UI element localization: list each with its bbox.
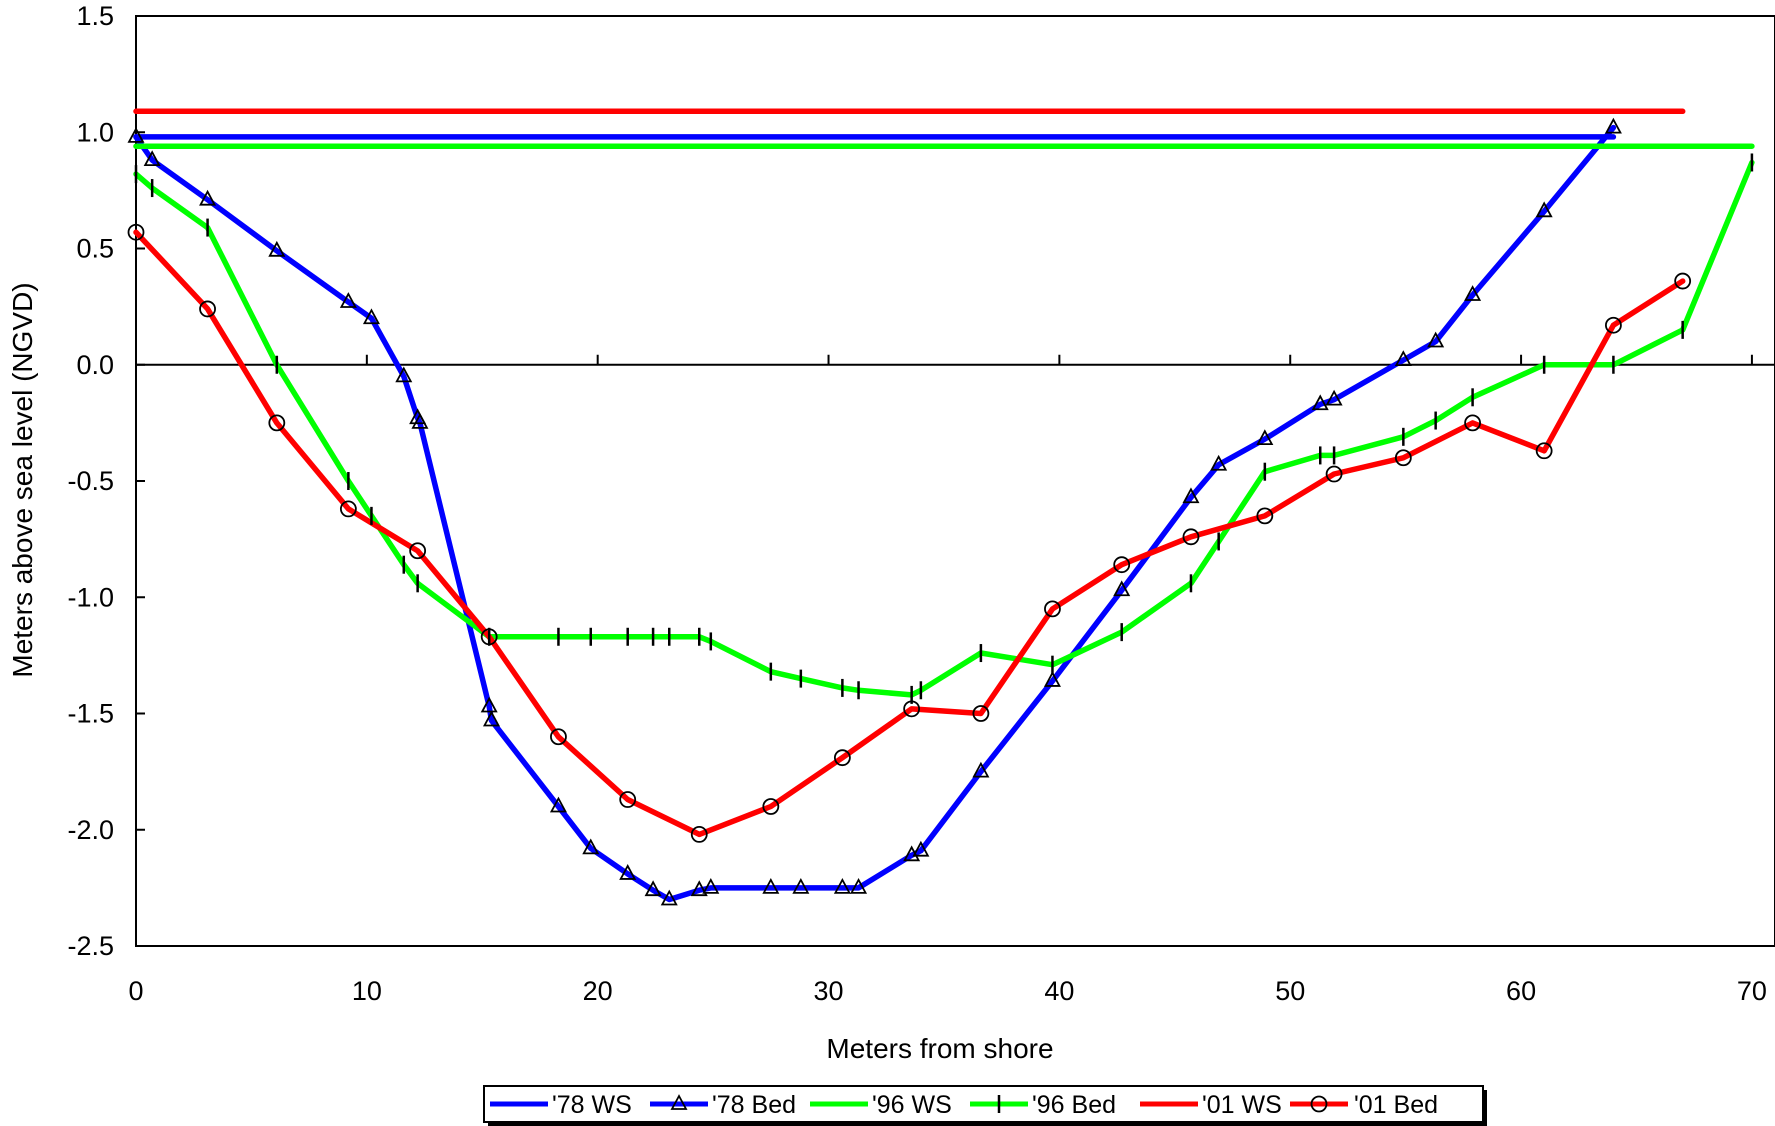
data-point-01-bed xyxy=(690,826,708,843)
data-point-78-bed xyxy=(1535,201,1553,218)
data-point-78-bed xyxy=(1113,580,1131,597)
data-point-01-bed xyxy=(1674,272,1692,290)
data-point-78-bed xyxy=(762,877,780,894)
data-point-78-bed xyxy=(482,710,501,727)
series-markers xyxy=(127,117,1754,906)
y-tick-label: -2.5 xyxy=(67,931,114,961)
x-tick-label: 50 xyxy=(1275,976,1305,1006)
data-point-78-bed xyxy=(850,877,868,894)
data-point-01-bed xyxy=(199,300,216,318)
data-point-01-bed xyxy=(1182,528,1200,546)
y-tick-label: -2.0 xyxy=(67,815,114,845)
data-point-78-bed xyxy=(582,838,600,855)
y-tick-label: 1.5 xyxy=(76,1,114,31)
y-tick-label: -1.5 xyxy=(67,699,114,729)
data-point-78-bed xyxy=(1043,671,1061,687)
legend: '78 WS '78 Bed '96 WS '96 Bed '01 WS '01 Bed xyxy=(483,1085,1487,1126)
data-point-01-bed xyxy=(762,798,780,815)
legend-label-78-bed: '78 Bed xyxy=(712,1091,796,1119)
data-point-78-bed xyxy=(480,696,498,713)
data-point-01-bed xyxy=(972,705,990,722)
legend-label-78-ws: '78 WS xyxy=(552,1091,632,1119)
data-point-78-bed xyxy=(1325,389,1343,406)
data-point-78-bed xyxy=(619,864,637,880)
x-tick-label: 10 xyxy=(352,976,382,1006)
data-point-78-bed xyxy=(644,880,662,897)
legend-label-96-bed: '96 Bed xyxy=(1032,1091,1116,1119)
legend-label-01-ws: '01 WS xyxy=(1202,1091,1282,1119)
data-point-01-bed xyxy=(1256,507,1274,525)
data-point-01-bed xyxy=(550,728,567,746)
data-point-78-bed xyxy=(702,877,720,894)
data-point-01-bed xyxy=(409,542,427,560)
data-point-78-bed xyxy=(972,761,990,778)
series-line-78-bed xyxy=(133,124,1617,903)
x-axis: 0 10 20 30 40 50 60 70 xyxy=(128,354,1767,1006)
legend-label-96-ws: '96 WS xyxy=(872,1091,952,1119)
legend-marker-78-bed xyxy=(670,1094,688,1110)
data-point-78-bed xyxy=(339,292,357,308)
data-point-01-bed xyxy=(903,700,921,718)
legend-label-01-bed: '01 Bed xyxy=(1354,1091,1438,1119)
y-tick-label: -1.0 xyxy=(67,582,114,612)
data-point-78-bed xyxy=(411,412,429,429)
data-point-01-bed xyxy=(1535,442,1553,460)
data-point-78-bed xyxy=(1464,285,1482,301)
y-axis: 1.5 1.0 0.5 0.0 -0.5 -1.0 -1.5 -2.0 -2.5 xyxy=(67,1,145,961)
data-point-01-bed xyxy=(339,500,357,518)
data-point-78-bed xyxy=(1311,394,1329,411)
data-point-78-bed xyxy=(1394,350,1412,367)
data-point-01-bed xyxy=(1113,556,1131,574)
data-point-01-bed xyxy=(619,791,637,808)
data-point-78-bed xyxy=(1427,331,1445,348)
x-tick-label: 0 xyxy=(128,976,143,1006)
x-tick-label: 70 xyxy=(1737,976,1767,1006)
data-point-78-bed xyxy=(395,366,413,383)
y-tick-label: 1.0 xyxy=(76,117,114,147)
x-tick-label: 20 xyxy=(583,976,613,1006)
data-point-78-bed xyxy=(833,877,851,894)
data-point-01-bed xyxy=(1605,316,1622,334)
data-point-01-bed xyxy=(480,628,498,646)
data-point-01-bed xyxy=(1044,600,1061,618)
data-point-78-bed xyxy=(268,240,286,257)
data-point-01-bed xyxy=(833,749,851,767)
data-point-78-bed xyxy=(1256,429,1274,446)
x-axis-title: Meters from shore xyxy=(826,1033,1053,1064)
data-point-78-bed xyxy=(362,308,380,325)
data-point-01-bed xyxy=(1464,414,1481,432)
data-point-78-bed xyxy=(549,796,567,813)
data-point-01-bed xyxy=(268,414,286,432)
x-tick-label: 40 xyxy=(1044,976,1074,1006)
data-point-78-bed xyxy=(690,880,708,897)
x-tick-label: 30 xyxy=(814,976,844,1006)
data-point-78-bed xyxy=(912,840,930,857)
data-point-78-bed xyxy=(1210,454,1228,471)
data-point-78-bed xyxy=(1182,487,1200,504)
data-point-78-bed xyxy=(199,189,217,206)
plot-area xyxy=(135,15,1775,947)
y-tick-label: 0.0 xyxy=(76,350,114,380)
x-tick-label: 60 xyxy=(1506,976,1536,1006)
data-point-78-bed xyxy=(127,127,145,143)
y-axis-title: Meters above sea level (NGVD) xyxy=(7,282,38,677)
data-point-78-bed xyxy=(660,889,678,906)
y-tick-label: 0.5 xyxy=(76,234,114,264)
data-point-78-bed xyxy=(792,877,810,894)
data-point-01-bed xyxy=(1325,465,1343,483)
y-tick-label: -0.5 xyxy=(67,466,114,496)
data-point-78-bed xyxy=(1604,117,1622,134)
data-point-78-bed xyxy=(143,150,161,167)
data-point-01-bed xyxy=(1394,449,1412,467)
legend-marker-01-bed xyxy=(1310,1095,1328,1113)
series-line-01-bed xyxy=(133,229,1686,838)
data-point-01-bed xyxy=(127,223,145,241)
